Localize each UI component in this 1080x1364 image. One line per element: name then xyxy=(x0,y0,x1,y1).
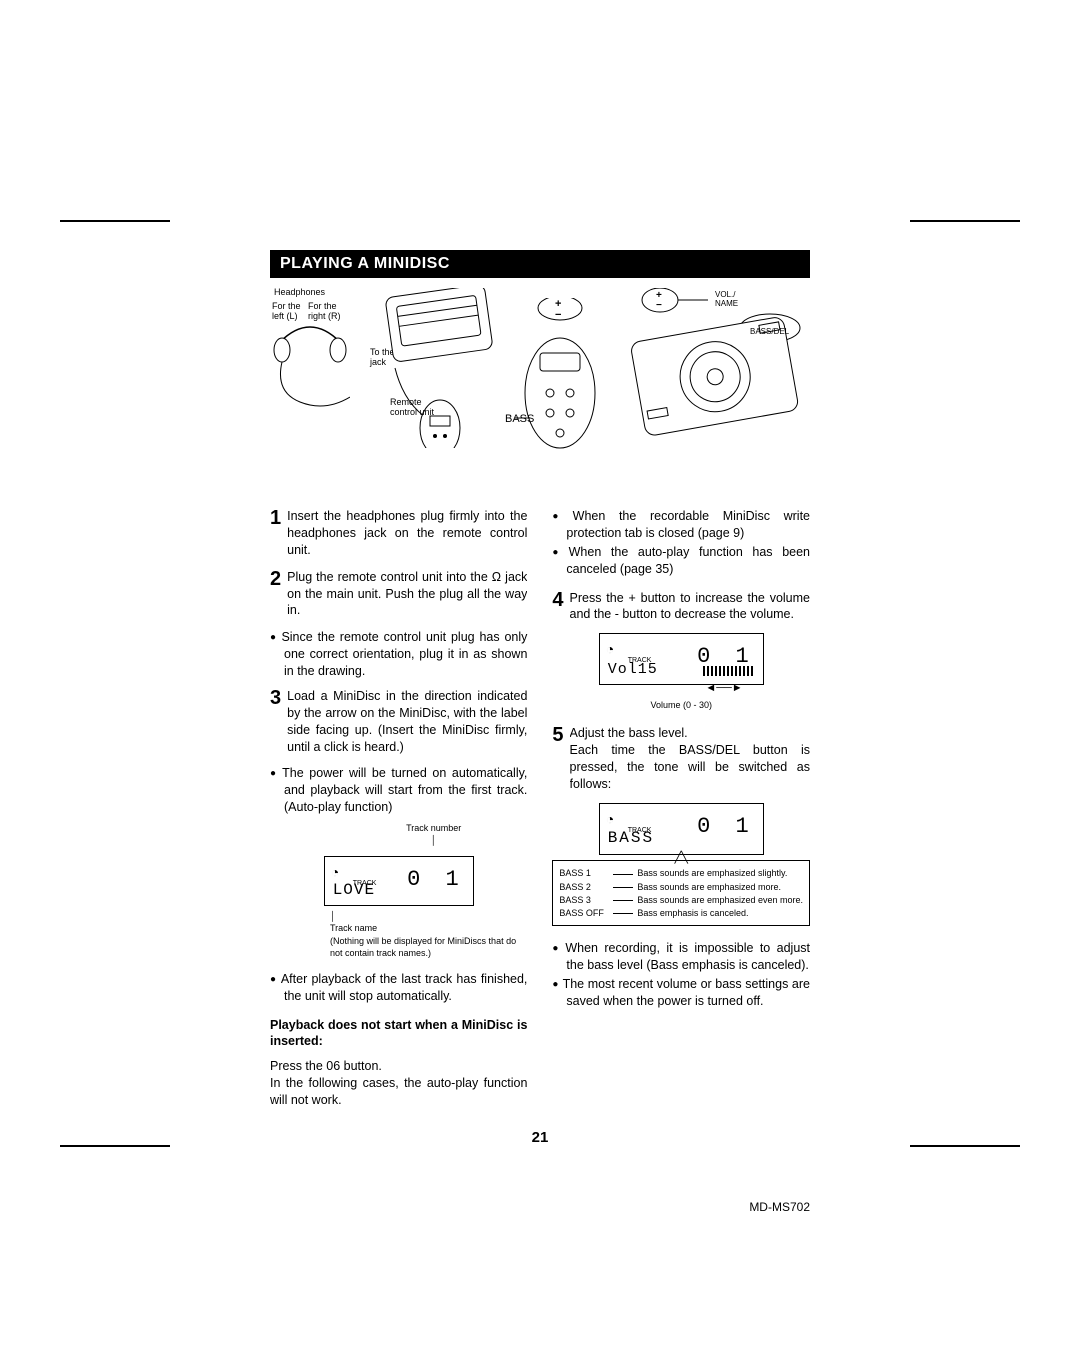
setup-diagram: Headphones For the left (L) For the righ… xyxy=(270,288,810,488)
bass-row: BASS 2Bass sounds are emphasized more. xyxy=(559,881,803,893)
step-3: 3 Load a MiniDisc in the direction indic… xyxy=(270,688,527,756)
left-column: 1 Insert the headphones plug firmly into… xyxy=(270,508,527,1109)
bass-button-label: BASS xyxy=(505,413,534,425)
arrow-icon: ◄──► xyxy=(705,681,742,696)
press-button-text: Press the 06 button. xyxy=(270,1058,527,1075)
volume-bars-icon xyxy=(703,666,753,676)
bass-level-table: BASS 1Bass sounds are emphasized slightl… xyxy=(552,860,810,926)
remote-unit-label: Remote control unit xyxy=(390,398,434,418)
disc-icon: ◔ xyxy=(606,810,614,829)
right-top-notes: When the recordable MiniDisc write prote… xyxy=(552,508,810,578)
autoplay-note: In the following cases, the auto-play fu… xyxy=(270,1075,527,1109)
bass-del-label: BASS/DEL xyxy=(750,328,789,337)
right-ear-label: For the right (R) xyxy=(308,302,341,322)
lcd-display-1: ◔ TRACK 0 1 LOVE xyxy=(324,856,474,906)
page-content: PLAYING A MINIDISC Headphones For the le… xyxy=(90,90,990,1274)
track-digits: 0 1 xyxy=(407,865,465,895)
step-2-notes: Since the remote control unit plug has o… xyxy=(270,629,527,680)
step-number: 5 xyxy=(552,725,563,745)
step-text: Insert the headphones plug firmly into t… xyxy=(287,508,527,559)
step-2: 2 Plug the remote control unit into the … xyxy=(270,569,527,620)
note-item: When recording, it is impossible to adju… xyxy=(566,940,810,974)
note-item: The most recent volume or bass settings … xyxy=(566,976,810,1010)
step-number: 2 xyxy=(270,569,281,589)
disc-icon: ◔ xyxy=(606,640,614,659)
remote-bass-icon: + − xyxy=(505,298,615,468)
bass-row: BASS OFFBass emphasis is canceled. xyxy=(559,907,803,919)
bottom-notes: When recording, it is impossible to adju… xyxy=(552,940,810,1010)
step-1: 1 Insert the headphones plug firmly into… xyxy=(270,508,527,559)
step-text: Press the + button to increase the volum… xyxy=(570,590,810,624)
step-number: 3 xyxy=(270,688,281,708)
after-playback-note: After playback of the last track has fin… xyxy=(270,971,527,1005)
bass-text: BASS xyxy=(608,828,654,850)
body-columns: 1 Insert the headphones plug firmly into… xyxy=(270,508,810,1109)
step-text: Adjust the bass level. Each time the BAS… xyxy=(570,725,810,793)
bass-row: BASS 1Bass sounds are emphasized slightl… xyxy=(559,867,803,879)
note-item: When the auto-play function has been can… xyxy=(566,544,810,578)
section-header: PLAYING A MINIDISC xyxy=(270,250,810,278)
lcd-display-3: ◔ TRACK 0 1 BASS xyxy=(599,803,764,855)
note-item: When the recordable MiniDisc write prote… xyxy=(566,508,810,542)
svg-text:−: − xyxy=(656,300,662,311)
left-ear-label: For the left (L) xyxy=(272,302,301,322)
svg-text:−: − xyxy=(555,309,561,321)
note-item: Since the remote control unit plug has o… xyxy=(284,629,527,680)
vol-name-label: VOL./ NAME xyxy=(715,291,738,309)
volume-text: Vol15 xyxy=(608,660,658,680)
headphones-icon xyxy=(270,322,350,422)
track-digits: 0 1 xyxy=(697,812,755,842)
track-number-pointer: Track number │ xyxy=(340,822,527,846)
step-number: 4 xyxy=(552,590,563,610)
model-number: MD-MS702 xyxy=(749,1200,810,1214)
step-3-notes: The power will be turned on automaticall… xyxy=(270,765,527,816)
step-number: 1 xyxy=(270,508,281,528)
headphones-label: Headphones xyxy=(274,288,325,298)
step-text: Load a MiniDisc in the direction indicat… xyxy=(287,688,527,756)
note-item: After playback of the last track has fin… xyxy=(284,971,527,1005)
step-4: 4 Press the + button to increase the vol… xyxy=(552,590,810,624)
bass-row: BASS 3Bass sounds are emphasized even mo… xyxy=(559,894,803,906)
volume-range-caption: Volume (0 - 30) xyxy=(552,699,810,711)
playback-fail-heading: Playback does not start when a MiniDisc … xyxy=(270,1017,527,1051)
unit-side-icon: + − xyxy=(610,288,810,458)
right-column: When the recordable MiniDisc write prote… xyxy=(552,508,810,1109)
track-name-text: LOVE xyxy=(333,880,375,902)
bass-display-wrap: ◔ TRACK 0 1 BASS ╱╲ BASS 1Bass sounds ar… xyxy=(552,803,810,926)
track-name-caption: │ Track name (Nothing will be displayed … xyxy=(330,910,527,959)
page-number: 21 xyxy=(270,1129,810,1146)
step-5: 5 Adjust the bass level. Each time the B… xyxy=(552,725,810,793)
main-unit-icon xyxy=(365,288,515,448)
step-text: Plug the remote control unit into the Ω … xyxy=(287,569,527,620)
lcd-display-2: ◔ TRACK 0 1 Vol15 ◄──► xyxy=(599,633,764,685)
note-item: The power will be turned on automaticall… xyxy=(284,765,527,816)
